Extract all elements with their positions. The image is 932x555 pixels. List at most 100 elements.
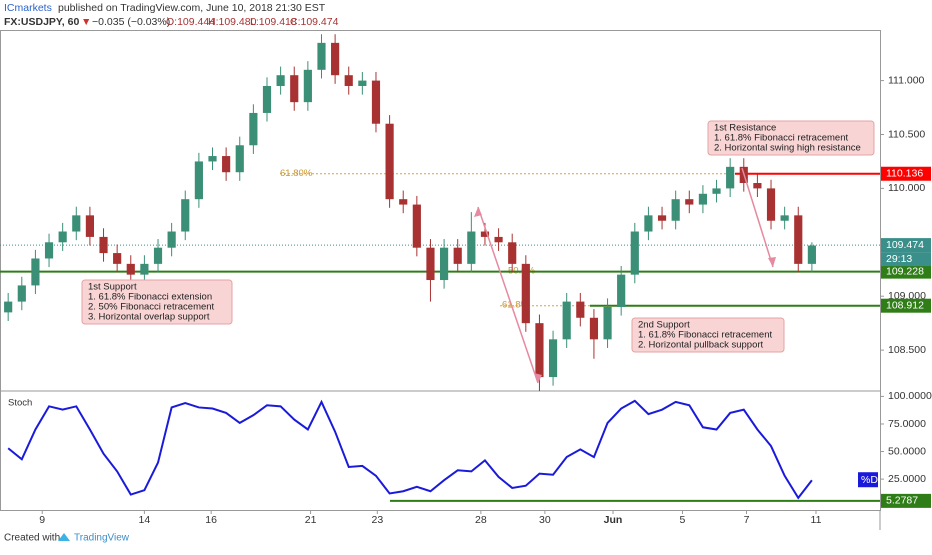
annotation-text: 1st Support (88, 282, 137, 293)
annotation-box (631, 317, 785, 353)
footer-brand[interactable]: TradingView (74, 533, 130, 544)
down-arrow: ▼ (81, 16, 91, 28)
candle-body (726, 166, 735, 189)
candle-body (58, 231, 67, 243)
level-label: 108.912 (886, 299, 924, 311)
candle-body (562, 301, 571, 340)
annotation-box (81, 279, 233, 325)
level-tag (881, 493, 931, 508)
candle-body (521, 263, 530, 324)
candle-body (603, 306, 612, 340)
legend-label: %D (861, 474, 878, 486)
x-tick-label: 23 (371, 514, 383, 526)
candle-body (317, 42, 326, 70)
footer-created: Created with (4, 533, 60, 544)
arrow-head (768, 257, 776, 267)
x-tick-label: 30 (539, 514, 551, 526)
candle-body (358, 80, 367, 86)
y-tick-label: 110.000 (888, 182, 925, 194)
candle-body (780, 215, 789, 221)
arrow-line (477, 206, 539, 384)
annotation-text: 2nd Support (638, 320, 690, 331)
ohlc-open: O:109.444 (166, 16, 215, 28)
candle-body (290, 75, 299, 103)
candle-body (85, 215, 94, 237)
arrow-head (534, 373, 542, 383)
candle-body (153, 247, 163, 264)
candle-body (17, 285, 26, 302)
x-tick-label: 28 (475, 514, 487, 526)
candle-body (576, 301, 585, 318)
candle-body (698, 193, 707, 205)
candle-body (617, 274, 626, 307)
annotation-text: 3. Horizontal overlap support (88, 312, 210, 323)
candle-body (548, 339, 558, 378)
candle-body (794, 215, 803, 264)
candle-body (194, 161, 203, 200)
level-tag (881, 298, 931, 313)
candle-body (167, 231, 176, 248)
ohlc-close: C:109.474 (290, 16, 339, 28)
ohlc-low: L:109.418 (250, 16, 297, 28)
publisher[interactable]: ICmarkets (4, 2, 52, 14)
candle-body (113, 253, 122, 264)
candle-body (589, 317, 599, 340)
arrow-line (741, 167, 774, 268)
countdown-tag (881, 252, 931, 267)
candle-body (262, 85, 272, 113)
candle-body (208, 156, 217, 162)
candle-body (140, 263, 149, 275)
level-tag (881, 264, 931, 279)
candle-body (303, 69, 312, 103)
ohlc-high: H:109.480 (208, 16, 257, 28)
x-tick-label: Jun (604, 514, 623, 526)
x-tick-label: 11 (811, 514, 822, 526)
annotation-text: 2. Horizontal swing high resistance (714, 143, 861, 154)
candle-body (276, 75, 285, 86)
candle-body (657, 215, 667, 221)
candle-body (807, 245, 816, 264)
annotation-text: 2. Horizontal pullback support (638, 340, 764, 351)
candle-body (126, 263, 135, 275)
candle-body (467, 231, 476, 264)
change: −0.035 (−0.03%) (92, 16, 170, 28)
level-label: 109.474 (886, 239, 924, 251)
y-tick-label: 25.0000 (888, 473, 926, 485)
candle-body (44, 242, 54, 259)
candle-body (72, 215, 81, 232)
fib-label: 61.80% (280, 168, 313, 179)
annotation-text: 1. 61.8% Fibonacci retracement (638, 330, 772, 341)
candle-body (508, 242, 517, 264)
annotation-text: 1. 61.8% Fibonacci extension (88, 292, 212, 303)
annotation-box (707, 120, 875, 156)
level-tag (881, 166, 931, 181)
pane-title: Stoch (8, 398, 32, 409)
level-label: 110.136 (886, 168, 923, 180)
candle-body (630, 231, 639, 275)
candle-body (644, 215, 653, 232)
x-tick-label: 21 (305, 514, 317, 526)
published: published on TradingView.com, June 10, 2… (58, 2, 326, 14)
y-tick-label: 108.500 (888, 344, 926, 356)
y-tick-label: 111.000 (888, 74, 925, 86)
candle-body (181, 199, 190, 232)
x-tick-label: 5 (680, 514, 686, 526)
arrow-head (474, 207, 482, 217)
candle-body (399, 199, 408, 205)
candle-body (535, 323, 544, 378)
candle-body (344, 75, 353, 86)
logo (58, 533, 70, 541)
x-tick-label: 7 (744, 514, 750, 526)
legend-tag (858, 472, 878, 488)
candle-body (99, 236, 108, 254)
fib-label: 61.8% (502, 300, 529, 311)
candle-body (685, 199, 694, 205)
candle-body (712, 188, 721, 194)
candle-body (766, 188, 776, 221)
candle-body (440, 247, 449, 281)
candle-body (671, 199, 680, 221)
countdown: 29:13 (886, 253, 912, 265)
candle-body (480, 231, 490, 237)
